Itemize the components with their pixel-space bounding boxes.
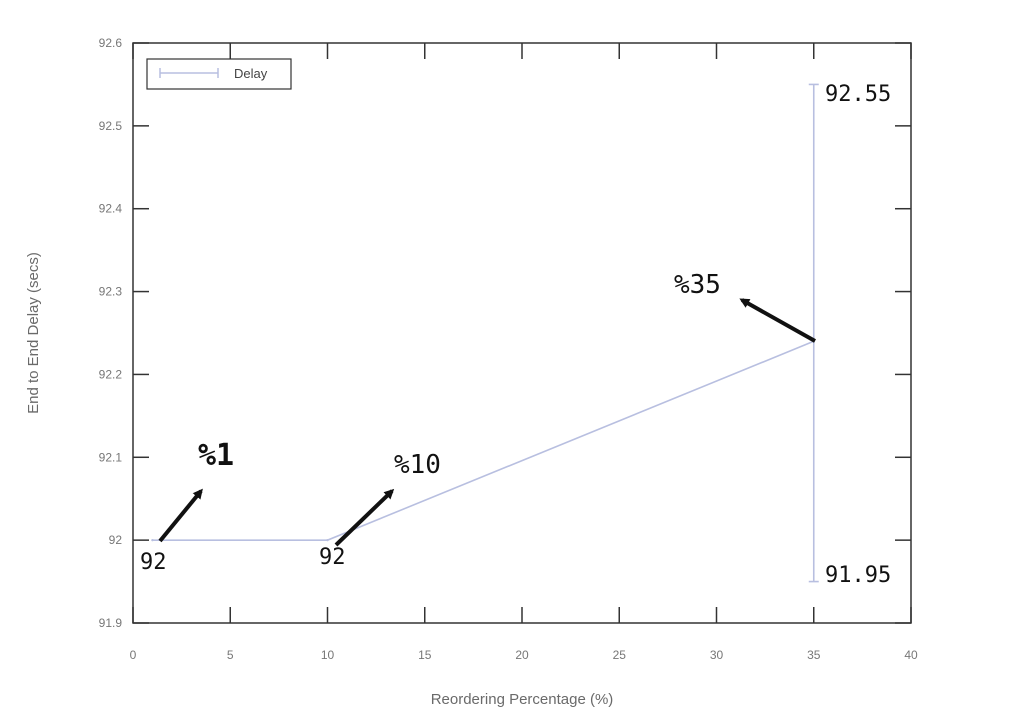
plot-frame [132, 42, 912, 624]
y-tick-label: 92.6 [99, 36, 123, 50]
x-tick-labels: 0 5 10 15 20 25 30 35 40 [130, 648, 918, 662]
y-tick-label: 91.9 [99, 616, 123, 630]
legend-label: Delay [234, 66, 268, 81]
arrow-10 [334, 488, 395, 547]
x-tick-label: 5 [227, 648, 234, 662]
x-tick-label: 35 [807, 648, 821, 662]
annotation-pct-35: %35 [674, 270, 721, 300]
x-tick-label: 40 [904, 648, 918, 662]
annotation-pct-1: %1 [198, 438, 234, 473]
legend: Delay [146, 58, 292, 90]
x-tick-label: 0 [130, 648, 137, 662]
ticks-group [132, 42, 912, 624]
y-axis-title: End to End Delay (secs) [25, 252, 42, 414]
annotation-value-92-55: 92.55 [825, 82, 891, 107]
annotation-value-91-95: 91.95 [825, 563, 891, 588]
x-tick-label: 15 [418, 648, 432, 662]
y-tick-label: 92.3 [99, 285, 123, 299]
annotation-pct-10: %10 [394, 450, 441, 480]
annotation-value-92-b: 92 [319, 545, 346, 570]
data-point [151, 538, 154, 542]
y-tick-label: 92 [109, 533, 123, 547]
series-delay-points [151, 340, 815, 542]
y-tick-label: 92.5 [99, 119, 123, 133]
legend-box [146, 58, 292, 90]
annotation-value-92-a: 92 [140, 550, 167, 575]
y-tick-label: 92.2 [99, 367, 123, 381]
error-bar [808, 83, 819, 583]
arrow-35 [739, 298, 816, 343]
data-point [326, 538, 329, 542]
y-tick-labels: 91.9 92 92.1 92.2 92.3 92.4 92.5 92.6 [99, 36, 123, 630]
x-tick-label: 25 [613, 648, 627, 662]
x-axis-title: Reordering Percentage (%) [431, 691, 614, 708]
arrow-1 [158, 488, 203, 543]
y-tick-label: 92.4 [99, 202, 123, 216]
y-tick-label: 92.1 [99, 450, 123, 464]
x-tick-label: 20 [515, 648, 529, 662]
series-delay-line [152, 340, 815, 541]
x-tick-label: 10 [321, 648, 335, 662]
x-tick-label: 30 [710, 648, 724, 662]
annotations: %1 %10 %35 92 92 92.55 91.95 [140, 82, 891, 588]
